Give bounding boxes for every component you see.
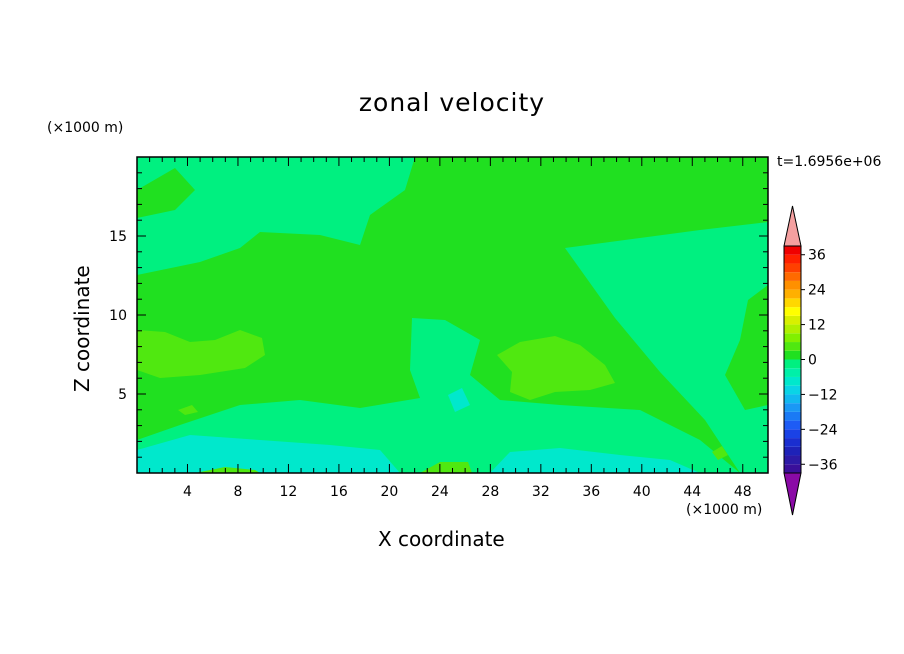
colorbar-swatch: [784, 385, 801, 395]
contour-region: [195, 467, 260, 473]
colorbar-label: 36: [808, 248, 826, 264]
colorbar-swatch: [784, 342, 801, 351]
colorbar-swatch: [784, 289, 801, 299]
y-tick-label: 15: [109, 229, 127, 245]
colorbar-swatch: [784, 298, 801, 308]
y-ticks: 5 10 15: [109, 172, 768, 458]
contour-region: [137, 330, 265, 378]
x-tick-label: 48: [734, 484, 752, 500]
colorbar-swatch: [784, 464, 801, 473]
colorbar-swatch: [784, 368, 801, 377]
colorbar-swatch: [784, 455, 801, 465]
colorbar-swatch: [784, 420, 801, 430]
contour-region: [178, 405, 198, 415]
contour-region: [137, 168, 195, 218]
x-tick-label: 8: [233, 484, 242, 500]
colorbar-swatch: [784, 307, 801, 316]
colorbar-label: −36: [808, 457, 838, 473]
x-tick-label: 20: [380, 484, 398, 500]
contour-region: [137, 157, 415, 275]
colorbar: 36 24 12 0 −12 −24 −36: [783, 205, 838, 516]
contour-region: [137, 435, 400, 473]
colorbar-swatch: [784, 350, 801, 360]
contour-region: [725, 285, 768, 410]
colorbar-over-arrow: [783, 205, 802, 247]
contour-region: [448, 388, 470, 412]
time-label: t=1.6956e+06: [777, 154, 882, 170]
colorbar-label: 24: [808, 283, 826, 299]
contour-region: [137, 318, 740, 473]
colorbar-swatch: [784, 254, 801, 264]
colorbar-label: −24: [808, 422, 838, 438]
colorbar-label: 12: [808, 318, 826, 334]
x-tick-label: 16: [330, 484, 348, 500]
colorbar-swatch: [784, 315, 801, 325]
colorbar-swatch: [784, 272, 801, 281]
colorbar-under-arrow: [783, 472, 802, 516]
y-tick-label: 5: [118, 387, 127, 403]
x-tick-label: 24: [431, 484, 449, 500]
x-tick-label: 32: [532, 484, 550, 500]
contour-region: [420, 462, 472, 473]
colorbar-swatch: [784, 263, 801, 273]
colorbar-swatch: [784, 359, 801, 369]
colorbar-swatch: [784, 333, 801, 343]
colorbar-swatch: [784, 394, 801, 404]
colorbar-label: −12: [808, 387, 838, 403]
contour-region: [490, 448, 700, 473]
colorbar-swatch: [784, 280, 801, 290]
x-tick-label: 44: [683, 484, 701, 500]
x-tick-label: 28: [481, 484, 499, 500]
colorbar-swatch: [784, 403, 801, 412]
x-tick-label: 4: [183, 484, 192, 500]
contour-field: [137, 157, 768, 473]
y-unit-label: (×1000 m): [47, 120, 124, 136]
x-axis-label: X coordinate: [378, 527, 505, 551]
x-unit-label: (×1000 m): [686, 502, 763, 518]
y-tick-label: 10: [109, 308, 127, 324]
colorbar-swatch: [784, 246, 801, 255]
contour-region: [565, 222, 768, 473]
colorbar-swatch: [784, 429, 801, 439]
contour-region: [497, 336, 615, 400]
colorbar-swatch: [784, 438, 801, 447]
contour-region: [712, 446, 728, 460]
x-tick-label: 40: [633, 484, 651, 500]
colorbar-swatch: [784, 446, 801, 456]
colorbar-swatch: [784, 376, 801, 386]
chart-title: zonal velocity: [358, 88, 546, 117]
colorbar-swatch: [784, 324, 801, 334]
x-tick-label: 36: [582, 484, 600, 500]
x-ticks: 4 8 12 16 20 24 28 32 36 40 44 48: [149, 157, 756, 500]
colorbar-swatch: [784, 411, 801, 421]
colorbar-label: 0: [808, 353, 817, 369]
x-tick-label: 12: [280, 484, 298, 500]
